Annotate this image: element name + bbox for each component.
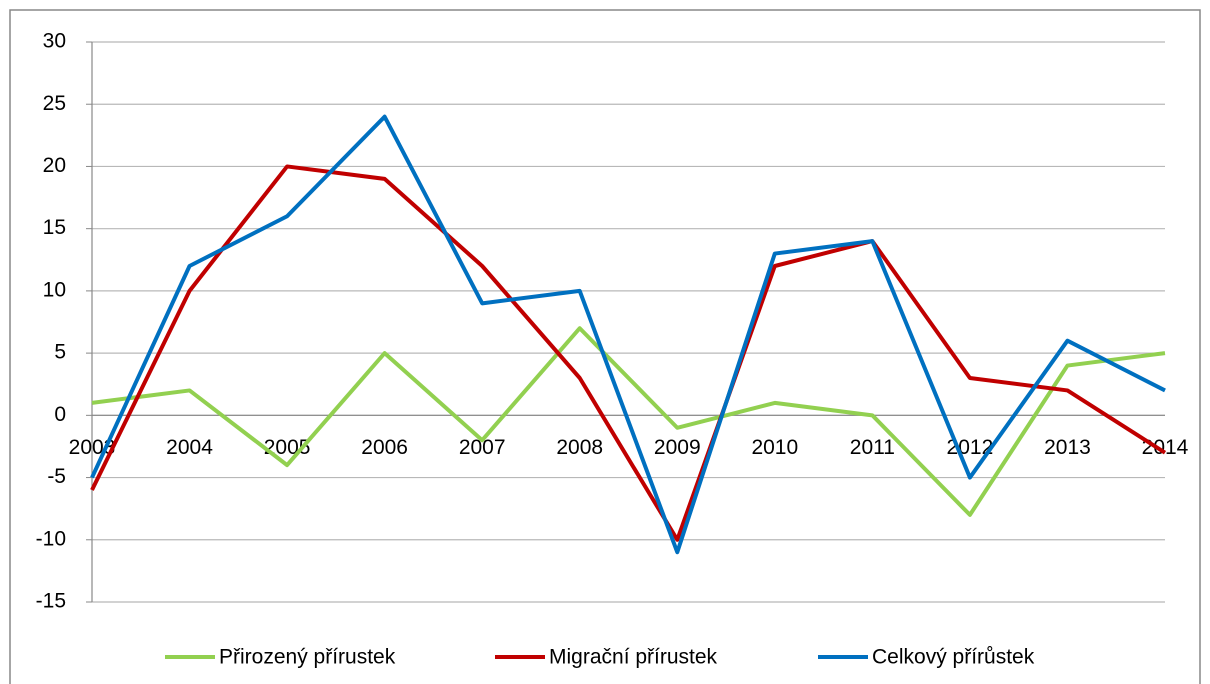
legend-label: Celkový přírůstek bbox=[872, 646, 1035, 669]
x-tick-label: 2011 bbox=[850, 436, 895, 459]
y-tick-label: 25 bbox=[43, 92, 66, 115]
y-tick-label: 10 bbox=[43, 278, 66, 301]
y-tick-label: -15 bbox=[36, 590, 66, 613]
x-tick-label: 2004 bbox=[166, 436, 213, 459]
x-tick-label: 2013 bbox=[1044, 436, 1091, 459]
y-tick-label: 15 bbox=[43, 216, 66, 239]
series-line bbox=[90, 164, 1167, 542]
x-tick-label: 2007 bbox=[459, 436, 506, 459]
y-tick-label: 30 bbox=[43, 30, 66, 53]
legend-label: Migrační přírustek bbox=[549, 646, 718, 669]
x-tick-label: 2010 bbox=[751, 436, 798, 459]
x-tick-label: 2006 bbox=[361, 436, 408, 459]
legend-label: Přirozený přírustek bbox=[219, 646, 396, 669]
x-tick-label: 2014 bbox=[1142, 436, 1189, 459]
y-tick-label: -5 bbox=[47, 465, 66, 488]
y-tick-label: -10 bbox=[36, 527, 66, 550]
y-tick-label: 5 bbox=[54, 341, 66, 364]
chart-border bbox=[9, 9, 1201, 684]
series-line bbox=[90, 114, 1166, 555]
series-line bbox=[91, 326, 1166, 517]
y-tick-label: 20 bbox=[43, 154, 66, 177]
x-tick-label: 2009 bbox=[654, 436, 701, 459]
x-tick-label: 2008 bbox=[556, 436, 603, 459]
y-tick-label: 0 bbox=[54, 403, 66, 426]
